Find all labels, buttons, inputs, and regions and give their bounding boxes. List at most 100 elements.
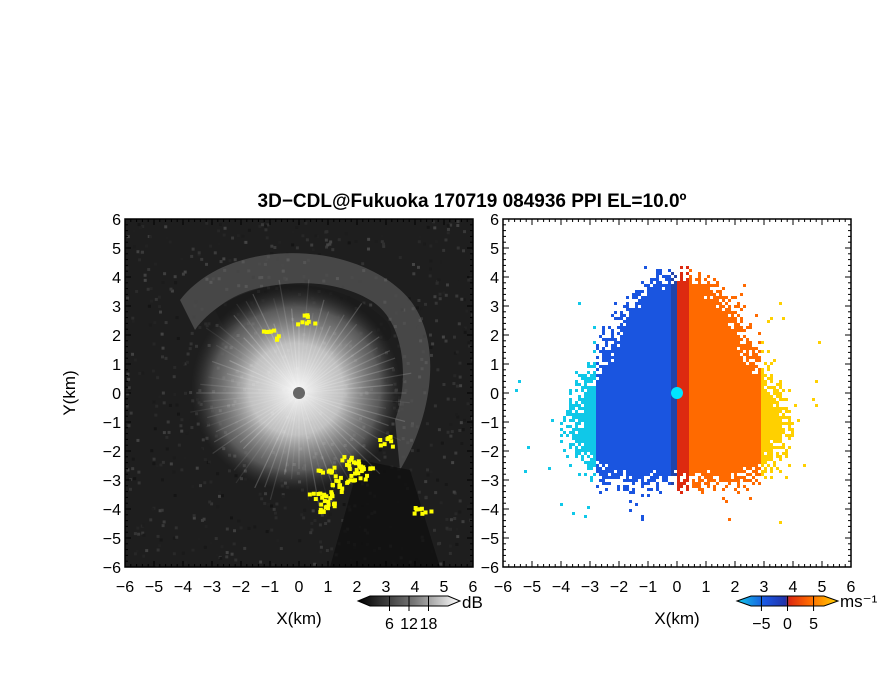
reflectivity-x-tick-label: 1: [324, 579, 333, 596]
reflectivity-highlight-pixel: [417, 507, 422, 512]
velocity-x-tick-label: 1: [702, 579, 711, 596]
reflectivity-x-tick-label: 6: [469, 579, 478, 596]
reflectivity-highlight-pixel: [330, 483, 335, 488]
reflectivity-x-tick-label: 3: [382, 579, 391, 596]
reflectivity-highlight-pixel: [326, 499, 331, 504]
reflectivity-highlight-pixel: [354, 467, 359, 472]
velocity-y-tick-label: 5: [490, 241, 499, 258]
chart-title: 3D−CDL@Fukuoka 170719 084936 PPI EL=10.0…: [258, 191, 687, 212]
reflectivity-highlight-pixel: [326, 502, 331, 507]
reflectivity-highlight-pixel: [365, 473, 370, 478]
reflectivity-x-tick-label: −4: [174, 579, 192, 596]
velocity-axes: −6 −5 −4 −3 −2 −1 0 1 2 3 4 5 6 −6 −5 −4 −3 −2 −1 0 1 2 3 4 5 6: [481, 212, 856, 596]
reflectivity-highlight-pixel: [358, 476, 363, 481]
velocity-y-tick-label: 3: [490, 299, 499, 316]
reflectivity-highlight-pixel: [325, 506, 330, 511]
reflectivity-highlight-pixel: [302, 313, 307, 318]
reflectivity-shadow-wedge: [330, 460, 440, 567]
velocity-x-tick-label: 4: [789, 579, 798, 596]
reflectivity-colorbar-unit: dB: [462, 593, 483, 612]
reflectivity-highlight-pixel: [368, 466, 373, 471]
reflectivity-outer-band: [180, 253, 431, 470]
reflectivity-highlight-pixel: [269, 329, 274, 334]
reflectivity-highlight-pixel: [330, 494, 335, 499]
velocity-x-tick-label: −3: [581, 579, 599, 596]
velocity-xlabel: X(km): [654, 609, 699, 628]
velocity-x-tick-label: 6: [847, 579, 856, 596]
reflectivity-highlight-pixel: [345, 462, 350, 467]
colorbar-tick-label: 6: [385, 616, 394, 633]
reflectivity-highlight-pixel: [261, 329, 266, 334]
reflectivity-highlight-pixel: [328, 496, 333, 501]
reflectivity-highlight-pixel: [318, 507, 323, 512]
reflectivity-y-tick-label: −6: [103, 560, 121, 577]
reflectivity-y-tick-label: 6: [112, 212, 121, 229]
reflectivity-highlight-pixel: [332, 501, 337, 506]
velocity-y-tick-label: −4: [481, 502, 499, 519]
reflectivity-colorbar: dB 6 12 18: [356, 593, 483, 633]
reflectivity-highlight-pixel: [336, 479, 341, 484]
velocity-x-tick-label: 3: [760, 579, 769, 596]
reflectivity-highlight-pixel: [319, 502, 324, 507]
reflectivity-highlight-pixel: [378, 443, 383, 448]
reflectivity-x-tick-label: −3: [203, 579, 221, 596]
reflectivity-highlight-pixel: [276, 334, 281, 339]
reflectivity-highlight-pixel: [347, 463, 352, 468]
reflectivity-highlight-pixel: [266, 329, 271, 334]
reflectivity-highlight-pixel: [419, 506, 424, 511]
reflectivity-highlight-pixel: [390, 444, 395, 449]
velocity-y-tick-label: −2: [481, 444, 499, 461]
velocity-x-tick-label: −6: [494, 579, 512, 596]
velocity-x-tick-label: −4: [552, 579, 570, 596]
velocity-y-tick-label: 1: [490, 357, 499, 374]
velocity-x-tick-label: −2: [610, 579, 628, 596]
velocity-x-tick-label: 0: [673, 579, 682, 596]
velocity-panel: −6 −5 −4 −3 −2 −1 0 1 2 3 4 5 6 −6 −5 −4 −3 −2 −1 0 1 2 3 4 5 6 X…: [481, 212, 856, 628]
reflectivity-highlight-pixel: [264, 330, 269, 335]
reflectivity-x-tick-label: 2: [353, 579, 362, 596]
reflectivity-y-tick-label: −4: [103, 502, 121, 519]
radar-site-marker: [293, 387, 305, 399]
velocity-y-tick-label: 4: [490, 270, 499, 287]
velocity-y-tick-label: −1: [481, 415, 499, 432]
reflectivity-highlight-pixel: [313, 321, 318, 326]
reflectivity-highlight-pixel: [321, 509, 326, 514]
velocity-y-tick-label: −5: [481, 531, 499, 548]
reflectivity-y-tick-label: −3: [103, 473, 121, 490]
reflectivity-highlight-pixel: [332, 465, 337, 470]
reflectivity-highlight-pixel: [361, 465, 366, 470]
velocity-x-tick-label: 5: [818, 579, 827, 596]
reflectivity-highlight-pixel: [322, 493, 327, 498]
reflectivity-highlight-pixel: [423, 510, 428, 515]
reflectivity-highlight-pixel: [353, 471, 358, 476]
velocity-y-tick-label: 0: [490, 386, 499, 403]
reflectivity-highlight-pixel: [321, 470, 326, 475]
reflectivity-highlight-pixel: [359, 464, 364, 469]
reflectivity-y-tick-label: 1: [112, 357, 121, 374]
reflectivity-highlight-pixel: [382, 442, 387, 447]
reflectivity-highlight-pixel: [307, 492, 312, 497]
colorbar-tick-label: 5: [809, 616, 818, 633]
reflectivity-highlight-pixel: [388, 434, 393, 439]
reflectivity-highlight-pixel: [389, 439, 394, 444]
reflectivity-highlight-pixel: [305, 314, 310, 319]
reflectivity-x-tick-label: 0: [295, 579, 304, 596]
reflectivity-x-tick-label: −5: [145, 579, 163, 596]
reflectivity-highlight-pixel: [346, 479, 351, 484]
reflectivity-highlight-pixel: [342, 455, 347, 460]
reflectivity-highlight-pixel: [334, 478, 339, 483]
reflectivity-highlight-pixel: [337, 483, 342, 488]
reflectivity-highlight-pixel: [316, 468, 321, 473]
reflectivity-highlight-pixel: [296, 322, 301, 327]
velocity-x-tick-label: 2: [731, 579, 740, 596]
reflectivity-highlight-pixel: [311, 491, 316, 496]
reflectivity-highlight-pixel: [332, 504, 337, 509]
reflectivity-highlight-pixel: [347, 466, 352, 471]
reflectivity-highlight-pixel: [339, 490, 344, 495]
reflectivity-panel: −6 −5 −4 −3 −2 −1 0 1 2 3 4 5 6 −6 −5 −4 −3 −2 −1 0 1 2 3 4 5 6 X…: [60, 212, 478, 628]
reflectivity-highlight-pixel: [313, 497, 318, 502]
reflectivity-xlabel: X(km): [276, 609, 321, 628]
reflectivity-highlight-pixel: [348, 478, 353, 483]
reflectivity-x-tick-label: 4: [411, 579, 420, 596]
